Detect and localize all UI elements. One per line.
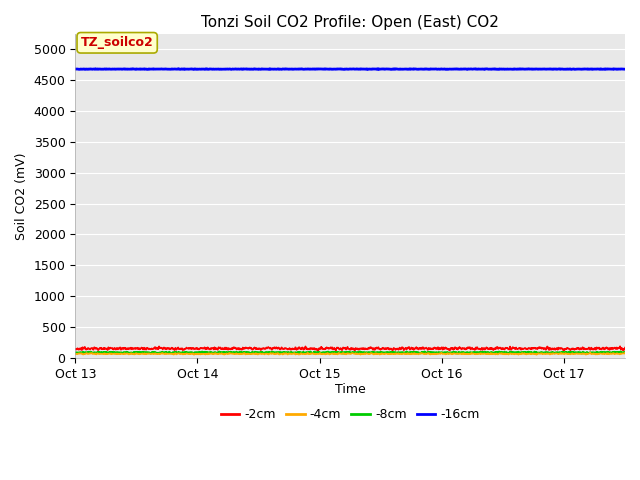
X-axis label: Time: Time: [335, 384, 365, 396]
Title: Tonzi Soil CO2 Profile: Open (East) CO2: Tonzi Soil CO2 Profile: Open (East) CO2: [201, 15, 499, 30]
Text: TZ_soilco2: TZ_soilco2: [81, 36, 154, 49]
Legend: -2cm, -4cm, -8cm, -16cm: -2cm, -4cm, -8cm, -16cm: [216, 403, 484, 426]
Y-axis label: Soil CO2 (mV): Soil CO2 (mV): [15, 152, 28, 240]
